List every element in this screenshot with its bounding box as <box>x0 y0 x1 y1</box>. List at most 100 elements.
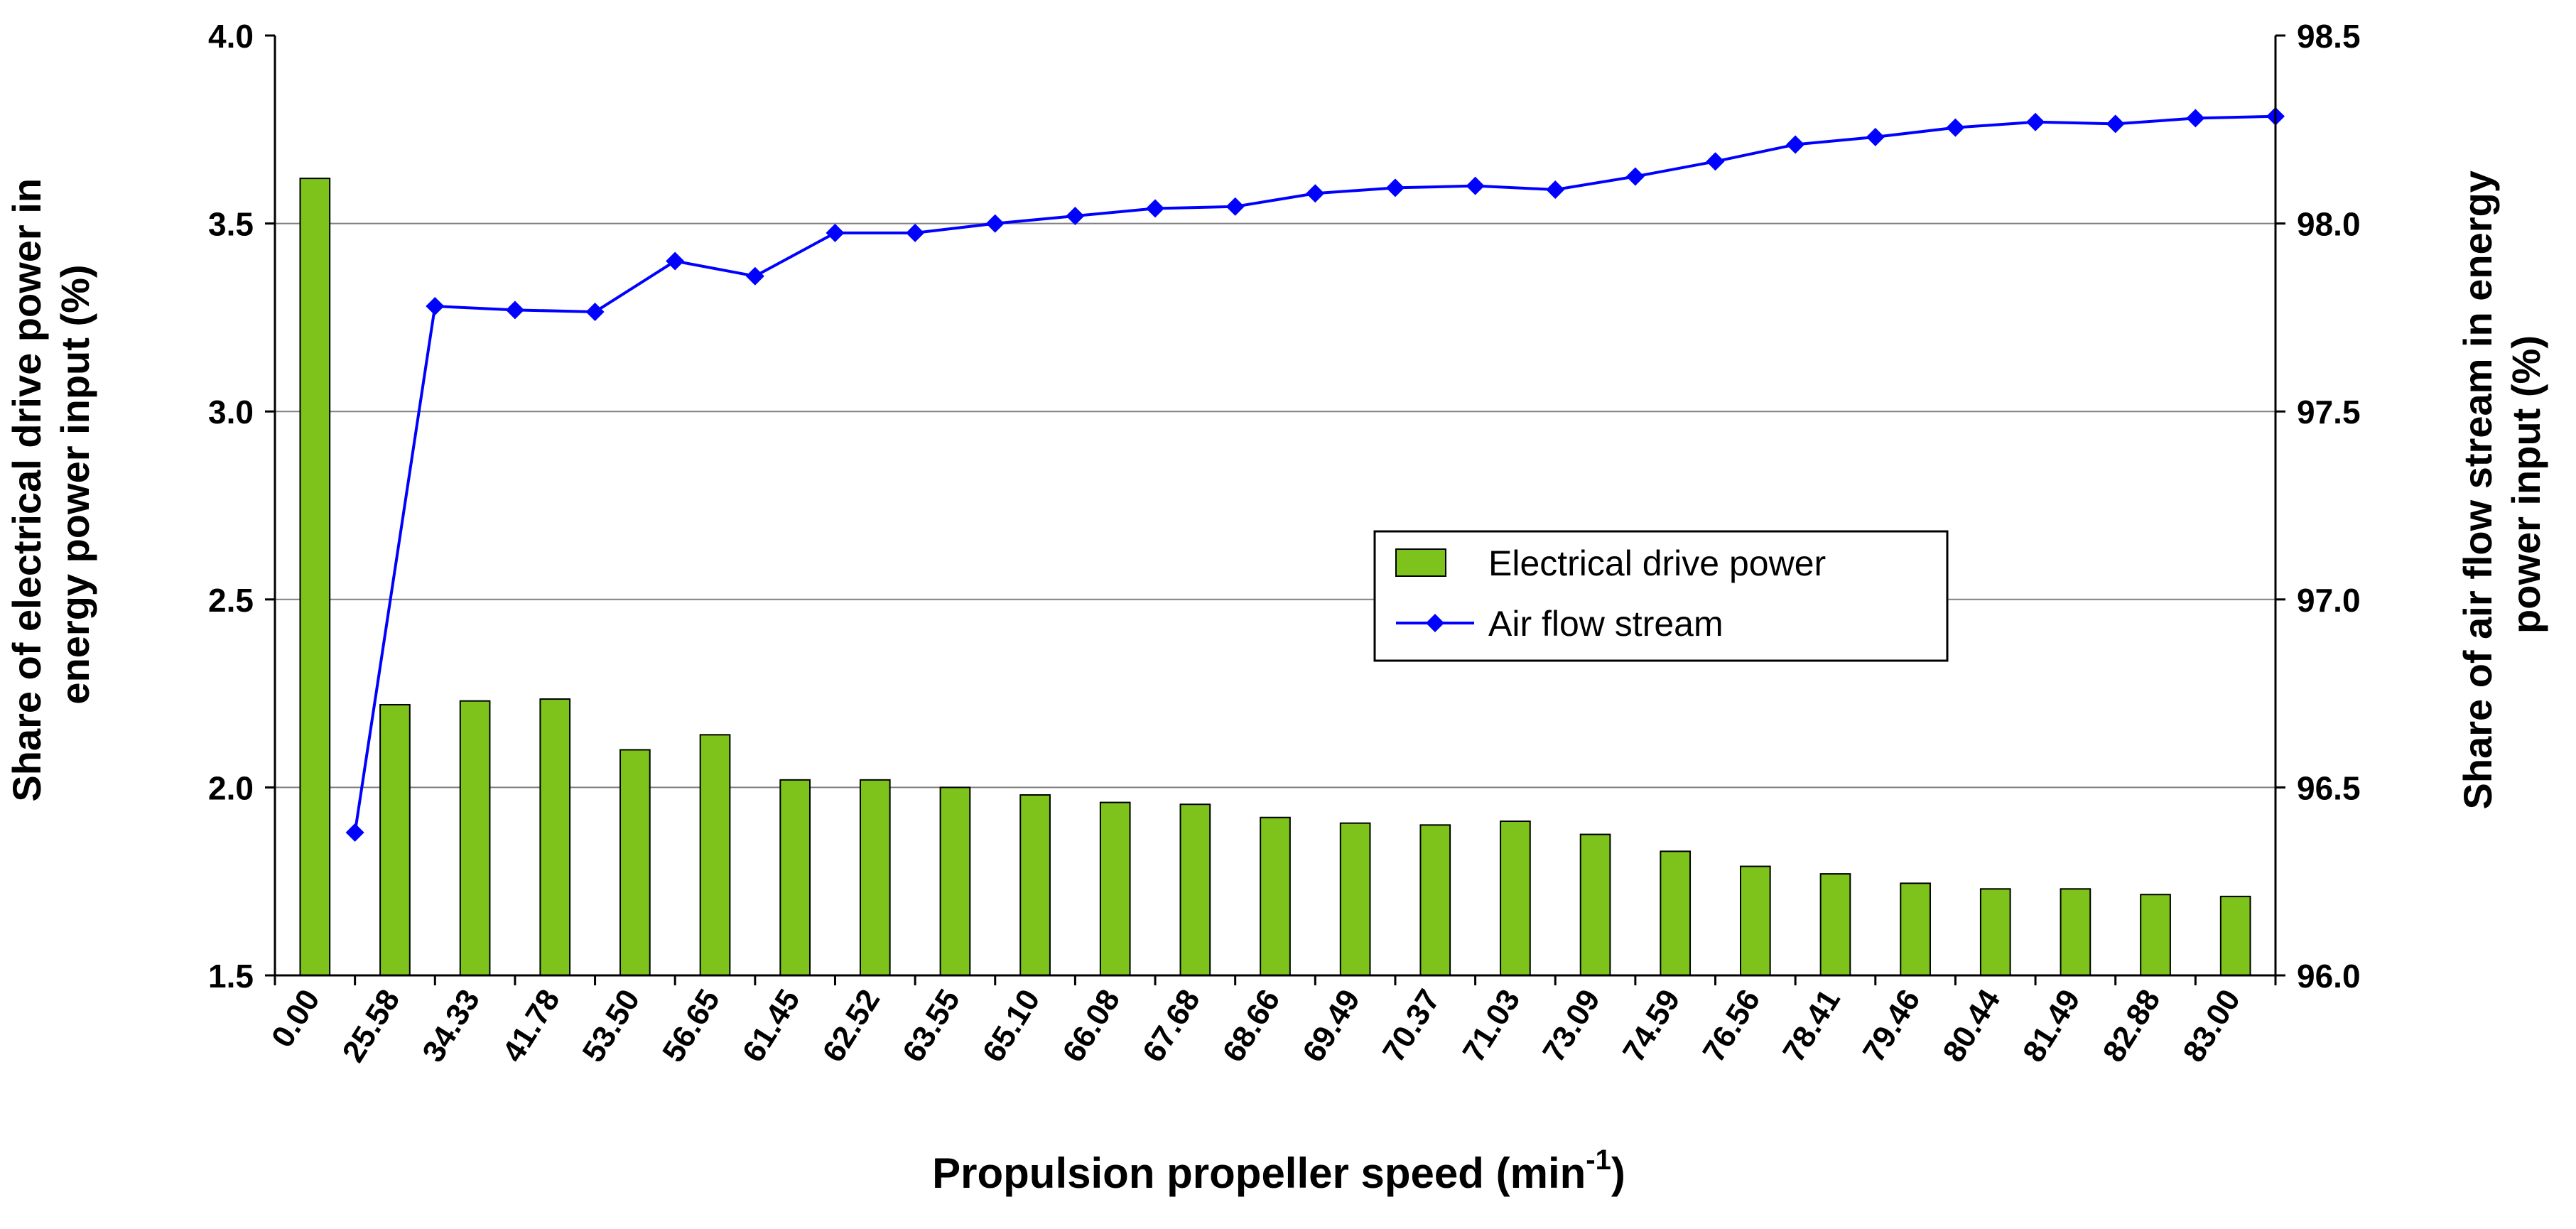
bar <box>619 749 651 976</box>
line-point <box>1866 127 1885 146</box>
y-axis-left-title-line1: Share of electrical drive power in <box>4 178 49 802</box>
y-tick-label-right: 98.5 <box>2297 18 2361 55</box>
line-point <box>1625 167 1645 186</box>
bar <box>2060 888 2091 977</box>
line-point <box>906 223 925 242</box>
x-tick-label: 25.58 <box>336 983 407 1068</box>
y-axis-right-title-line2: power input (%) <box>2504 335 2548 634</box>
bar <box>2140 894 2171 977</box>
x-tick-label: 53.50 <box>575 983 646 1068</box>
x-tick-label: 68.66 <box>1216 983 1287 1068</box>
line-point <box>1546 180 1565 199</box>
line-point <box>1306 184 1325 203</box>
x-tick-label: 69.49 <box>1296 983 1367 1068</box>
x-tick-label: 83.00 <box>2176 983 2247 1068</box>
line-point <box>345 823 364 842</box>
y-tick-label-left: 2.0 <box>208 769 254 806</box>
x-tick-label: 81.49 <box>2016 983 2087 1068</box>
x-tick-label: 82.88 <box>2096 983 2168 1068</box>
legend-marker-air-flow-stream <box>1426 614 1444 632</box>
x-tick-label: 78.41 <box>1776 983 1847 1068</box>
y-tick-label-left: 2.5 <box>208 582 254 619</box>
x-tick-label: 41.78 <box>496 983 567 1068</box>
x-tick-label: 70.37 <box>1376 983 1447 1068</box>
bar <box>779 779 811 977</box>
line-point <box>505 301 524 320</box>
line-series <box>345 107 2285 842</box>
bar <box>1579 833 1611 977</box>
y-tick-label-right: 97.0 <box>2297 582 2361 619</box>
legend-label-air-flow-stream: Air flow stream <box>1488 604 1723 644</box>
y-tick-label-left: 3.5 <box>208 206 254 243</box>
bar <box>1660 850 1692 977</box>
x-tick-label: 62.52 <box>816 983 887 1068</box>
x-axis-title-end: ) <box>1611 1149 1625 1197</box>
x-tick-label: 74.59 <box>1616 983 1687 1068</box>
x-axis-title-main: Propulsion propeller speed (min <box>932 1149 1586 1197</box>
y-tick-label-right: 97.5 <box>2297 394 2361 431</box>
y-tick-label-left: 3.0 <box>208 394 254 431</box>
y-tick-label-right: 98.0 <box>2297 206 2361 243</box>
legend: Electrical drive power Air flow stream <box>1373 530 1949 662</box>
bar <box>1260 816 1291 976</box>
line-point <box>585 302 605 321</box>
line-point <box>1946 118 1965 137</box>
bar <box>1019 794 1051 977</box>
x-tick-label: 66.08 <box>1056 983 1127 1068</box>
bar <box>299 178 331 977</box>
bar <box>1339 822 1371 976</box>
line-point <box>1706 152 1725 171</box>
x-tick-label: 79.46 <box>1856 983 1927 1068</box>
bar <box>1419 824 1451 976</box>
bar <box>1900 882 1931 976</box>
axes <box>265 34 2285 985</box>
line-point <box>745 266 764 286</box>
x-tick-label: 65.10 <box>976 983 1047 1068</box>
legend-box <box>1373 530 1949 662</box>
x-axis-title: Propulsion propeller speed (min-1) <box>932 1144 1625 1197</box>
x-tick-label: 71.03 <box>1456 983 1527 1068</box>
x-tick-label: 73.09 <box>1536 983 1607 1068</box>
x-tick-label: 34.33 <box>416 983 487 1068</box>
y-axis-left-title: Share of electrical drive power in energ… <box>4 167 97 801</box>
bar <box>459 700 491 977</box>
gridlines <box>275 222 2275 789</box>
x-tick-label: 76.56 <box>1696 983 1767 1068</box>
bar <box>1979 888 2011 977</box>
line-point <box>2106 114 2125 134</box>
bar <box>1740 865 1771 976</box>
line-point <box>1385 178 1405 197</box>
line-point <box>1466 176 1485 195</box>
bar <box>1500 821 1531 976</box>
y-tick-label-left: 1.5 <box>208 958 254 995</box>
y-tick-label-left: 4.0 <box>208 18 254 55</box>
bar-series <box>299 178 2251 977</box>
x-tick-label: 0.00 <box>265 983 327 1054</box>
y-axis-left-title-line2: energy power input (%) <box>53 264 97 704</box>
bar <box>379 703 411 976</box>
line-point <box>2026 112 2045 131</box>
legend-swatch-electrical-drive-power <box>1395 548 1446 577</box>
bar <box>859 779 891 977</box>
legend-label-electrical-drive-power: Electrical drive power <box>1488 543 1826 583</box>
bar <box>939 786 971 977</box>
bar <box>2219 895 2251 977</box>
line-point <box>2186 109 2205 128</box>
bar <box>539 698 571 977</box>
line-point <box>426 297 445 316</box>
line-point <box>826 223 845 242</box>
bar <box>1179 803 1211 976</box>
y-axis-right-title: Share of air flow stream in energy power… <box>2455 160 2548 810</box>
x-axis-title-superscript: -1 <box>1586 1144 1611 1176</box>
line-point <box>1786 135 1805 154</box>
bar <box>699 734 731 976</box>
x-tick-label: 56.65 <box>656 983 727 1068</box>
y-axis-right-title-line1: Share of air flow stream in energy <box>2455 170 2500 809</box>
y-tick-label-right: 96.5 <box>2297 769 2361 806</box>
x-tick-label: 63.55 <box>896 983 967 1068</box>
x-tick-label: 67.68 <box>1136 983 1207 1068</box>
line-point <box>1066 207 1085 226</box>
y-tick-label-right: 96.0 <box>2297 958 2361 995</box>
bar <box>1819 873 1851 976</box>
